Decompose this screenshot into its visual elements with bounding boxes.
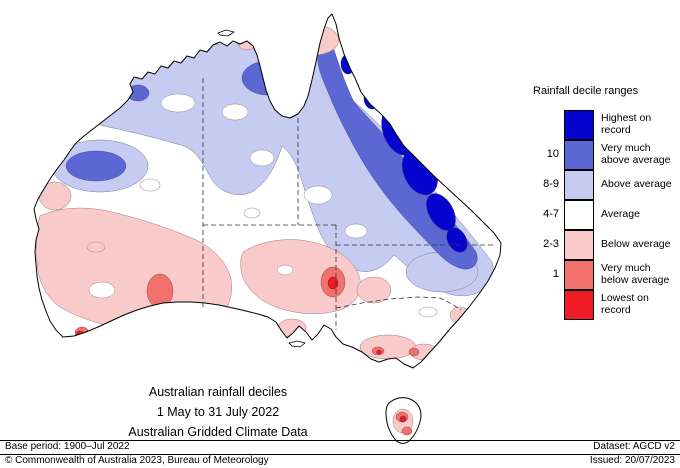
legend-label: Highest on record xyxy=(601,111,652,136)
legend-swatch-lowest-on-record xyxy=(564,289,594,320)
legend-label: Lowest on record xyxy=(601,291,649,316)
map-title-line2: 1 May to 31 July 2022 xyxy=(156,405,280,419)
issued-text: Issued: 20/07/2023 xyxy=(589,455,675,466)
legend-row-below-average: 2-3 Below average xyxy=(533,229,680,260)
legend-number: 10 xyxy=(546,148,559,160)
australia-rainfall-map xyxy=(33,13,502,444)
legend-swatch-very-much-above-average xyxy=(564,139,594,170)
footer: Base period: 1900–Jul 2022 Dataset: AGCD… xyxy=(0,440,680,468)
footer-row-1: Base period: 1900–Jul 2022 Dataset: AGCD… xyxy=(0,440,680,454)
regions-average-holes-south xyxy=(88,264,294,299)
legend-row-very-much-below-average: 1 Very much below average xyxy=(533,259,680,290)
legend-label: Very much above average xyxy=(601,141,671,166)
legend-number: 1 xyxy=(552,268,559,280)
legend-number: 4-7 xyxy=(543,208,559,220)
legend-label: Above average xyxy=(601,177,672,190)
copyright-text: © Commonwealth of Australia 2023, Bureau… xyxy=(5,455,269,466)
dataset-text: Dataset: AGCD v2 xyxy=(593,441,675,452)
map-title-line3: Australian Gridded Climate Data xyxy=(128,425,308,439)
contour-rings xyxy=(86,178,438,318)
legend-number: 8-9 xyxy=(543,178,559,190)
state-borders xyxy=(202,78,494,330)
legend-row-above-average: 8-9 Above average xyxy=(533,169,680,200)
legend: Rainfall decile ranges Highest on record… xyxy=(533,85,680,320)
legend-swatch-highest-on-record xyxy=(564,109,594,140)
legend-swatch-below-average xyxy=(564,229,594,260)
legend-row-very-much-above-average: 10 Very much above average xyxy=(533,139,680,170)
legend-swatch-above-average xyxy=(564,169,594,200)
legend-number: 2-3 xyxy=(543,238,559,250)
base-period-text: Base period: 1900–Jul 2022 xyxy=(5,441,130,452)
regions-average-holes xyxy=(160,93,368,239)
legend-label: Below average xyxy=(601,237,671,250)
legend-swatch-very-much-below-average xyxy=(564,259,594,290)
map-title-line1: Australian rainfall deciles xyxy=(148,385,288,399)
legend-label: Very much below average xyxy=(601,261,670,286)
legend-row-highest-on-record: Highest on record xyxy=(533,109,680,140)
mainland-coastline xyxy=(33,13,502,369)
legend-row-average: 4-7 Average xyxy=(533,199,680,230)
legend-swatch-average xyxy=(564,199,594,230)
footer-row-2: © Commonwealth of Australia 2023, Bureau… xyxy=(0,454,680,468)
regions-below-average xyxy=(36,24,471,434)
tasmania-coastline xyxy=(385,397,422,444)
kangaroo-island xyxy=(288,340,306,348)
legend-title: Rainfall decile ranges xyxy=(533,85,639,97)
legend-row-lowest-on-record: Lowest on record xyxy=(533,289,680,320)
map-titles: Australian rainfall deciles 1 May to 31 … xyxy=(68,382,368,442)
legend-label: Average xyxy=(601,207,640,220)
melville-island xyxy=(217,29,235,37)
